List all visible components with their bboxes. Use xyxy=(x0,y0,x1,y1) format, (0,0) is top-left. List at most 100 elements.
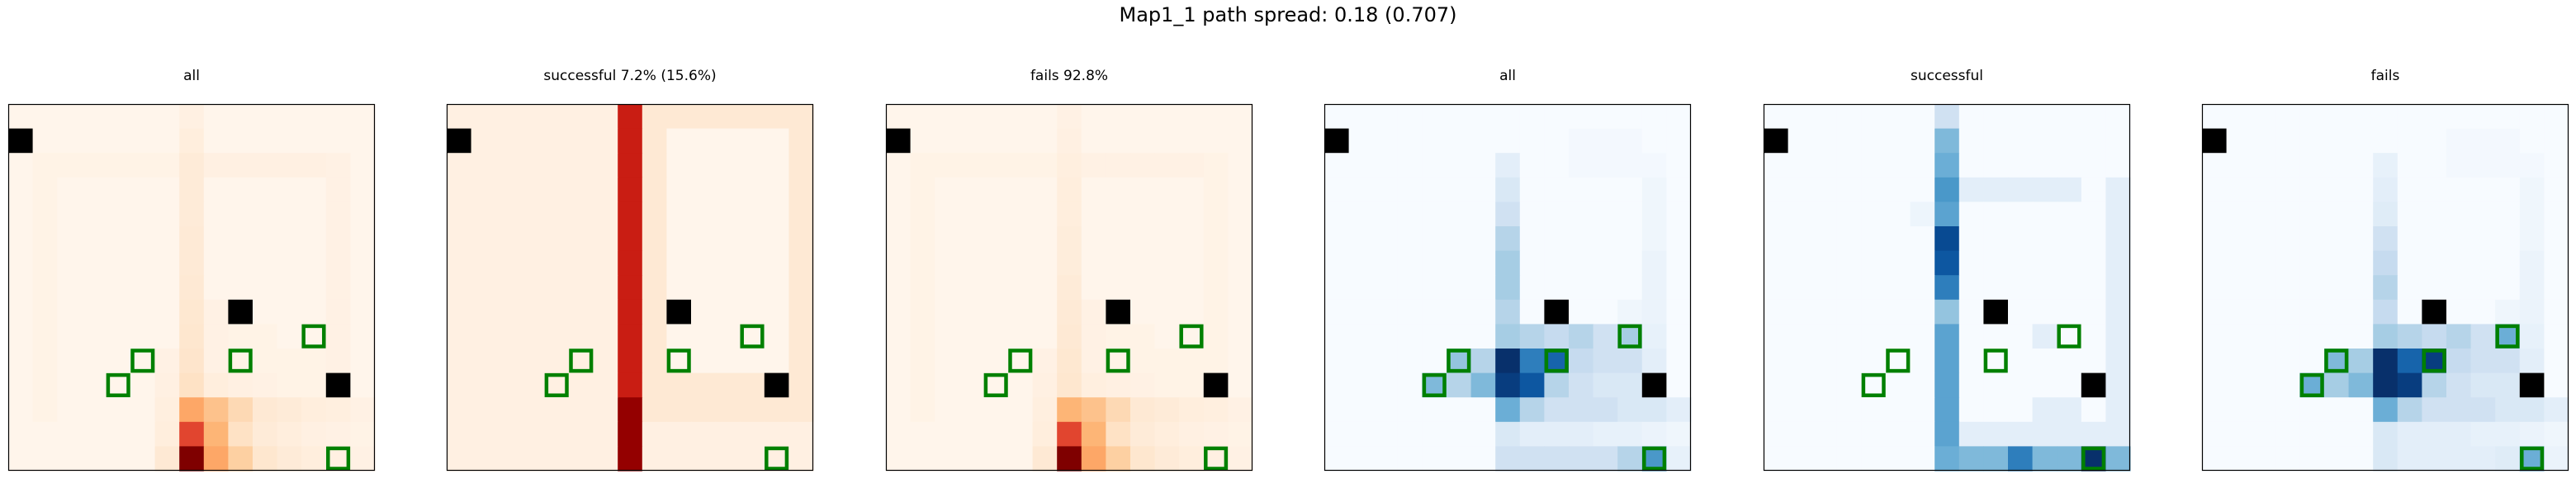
heat-cell xyxy=(203,275,229,301)
heat-cell xyxy=(2008,128,2034,154)
heat-cell xyxy=(666,397,692,423)
heat-cell xyxy=(2032,177,2057,202)
heat-cell xyxy=(1057,250,1082,276)
heat-cell xyxy=(1348,372,1374,398)
heat-cell xyxy=(1934,153,1960,178)
heat-cell xyxy=(81,128,107,154)
heat-cell xyxy=(1886,397,1911,423)
heat-cell xyxy=(253,349,278,374)
heat-cell xyxy=(301,250,327,276)
heat-cell xyxy=(1934,299,1960,325)
heat-cell xyxy=(2519,349,2545,374)
heat-cell xyxy=(1861,397,1887,423)
heat-cell xyxy=(447,324,472,349)
heat-cell xyxy=(2446,421,2472,447)
heat-cell xyxy=(1081,324,1106,349)
heat-cell xyxy=(1544,397,1570,423)
heat-cell xyxy=(447,275,472,301)
heat-cell xyxy=(1179,104,1205,130)
heat-cell xyxy=(2275,299,2300,325)
heat-cell xyxy=(642,299,667,325)
heat-cell xyxy=(1057,349,1082,374)
heat-cell xyxy=(2324,128,2350,154)
heat-cell xyxy=(2081,324,2106,349)
heat-cell xyxy=(1130,128,1156,154)
heat-cell xyxy=(1544,421,1570,447)
obstacle-cell xyxy=(1983,299,2008,325)
heat-cell xyxy=(1836,397,1862,423)
heat-cell xyxy=(1348,202,1374,227)
heat-cell xyxy=(569,397,594,423)
heat-cell xyxy=(2105,372,2131,398)
heat-cell xyxy=(130,226,156,252)
heat-cell xyxy=(1886,104,1911,130)
heat-cell xyxy=(154,177,180,202)
heat-cell xyxy=(691,104,717,130)
heat-cell xyxy=(715,421,741,447)
heat-cell xyxy=(2202,250,2228,276)
heat-cell xyxy=(1910,153,1935,178)
heat-cell xyxy=(2470,202,2496,227)
heat-cell xyxy=(2299,299,2325,325)
heat-cell xyxy=(1812,153,1838,178)
heat-cell xyxy=(1324,250,1350,276)
heat-cell xyxy=(2470,128,2496,154)
heat-cell xyxy=(1666,397,1692,423)
heat-cell xyxy=(1228,397,1253,423)
heat-cell xyxy=(1348,153,1374,178)
heat-cell xyxy=(1544,202,1570,227)
heat-cell xyxy=(1519,324,1545,349)
heat-cell xyxy=(569,177,594,202)
heat-cell xyxy=(910,397,935,423)
heat-cell xyxy=(1324,349,1350,374)
heat-cell xyxy=(959,226,984,252)
heat-cell xyxy=(1373,226,1399,252)
heat-cell xyxy=(1447,299,1472,325)
heat-cell xyxy=(2081,397,2106,423)
heat-cell xyxy=(1836,177,1862,202)
heat-cell xyxy=(740,372,765,398)
heat-cell xyxy=(2032,446,2057,472)
heat-cell xyxy=(57,104,83,130)
heat-cell xyxy=(2032,397,2057,423)
heat-cell xyxy=(2251,446,2276,472)
heat-cell xyxy=(1447,324,1472,349)
heat-cell xyxy=(1470,446,1496,472)
heat-cell xyxy=(1983,324,2009,349)
heat-cell xyxy=(1228,177,1253,202)
heat-cell xyxy=(1130,372,1156,398)
heat-cell xyxy=(1422,421,1447,447)
heat-cell xyxy=(1179,299,1205,325)
heat-cell xyxy=(1470,128,1496,154)
heat-cell xyxy=(301,104,327,130)
panel-title-2: successful 7.2% (15.6%) xyxy=(543,68,717,84)
heat-cell xyxy=(1130,153,1156,178)
heat-cell xyxy=(788,275,814,301)
heat-cell xyxy=(886,446,912,472)
heat-cell xyxy=(1641,104,1667,130)
heat-cell xyxy=(1519,397,1545,423)
heat-cell xyxy=(788,153,814,178)
heat-cell xyxy=(1228,202,1253,227)
heat-cell xyxy=(1154,372,1180,398)
heat-cell xyxy=(1373,128,1399,154)
obstacle-cell xyxy=(1324,128,1349,154)
heat-cell xyxy=(2202,177,2228,202)
heat-cell xyxy=(519,349,545,374)
heat-cell xyxy=(959,324,984,349)
heat-cell xyxy=(2422,446,2447,472)
target-cell xyxy=(765,446,789,471)
heat-cell xyxy=(1958,324,1984,349)
heat-cell xyxy=(1422,397,1447,423)
heat-cell xyxy=(788,128,814,154)
heat-cell xyxy=(618,324,643,349)
heat-cell xyxy=(1641,421,1667,447)
heat-cell xyxy=(715,177,741,202)
heat-cell xyxy=(1470,397,1496,423)
heat-cell xyxy=(2544,128,2569,154)
heat-cell xyxy=(2495,202,2521,227)
heat-cell xyxy=(1934,397,1960,423)
heat-cell xyxy=(1641,250,1667,276)
heat-cell xyxy=(325,202,351,227)
obstacle-cell xyxy=(886,128,911,154)
